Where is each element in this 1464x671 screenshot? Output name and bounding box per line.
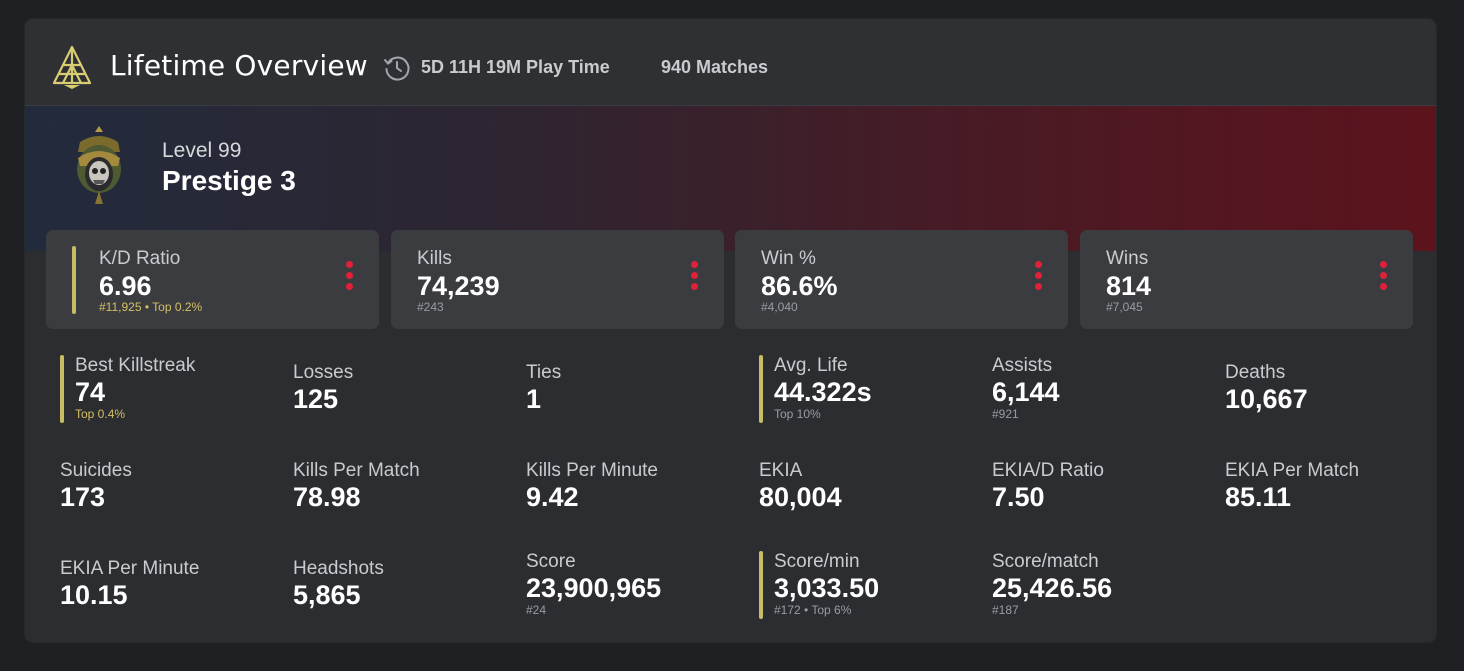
stat-value: 814 — [1106, 271, 1152, 301]
highlight-bar — [60, 355, 64, 423]
stat-value: 125 — [293, 384, 339, 414]
stat-rank: #172 • Top 6% — [774, 603, 852, 617]
prestige-emblem-icon — [77, 126, 121, 204]
matches-label: 940 Matches — [661, 57, 769, 77]
stat-label: Assists — [992, 355, 1053, 376]
stat-label: Deaths — [1225, 362, 1286, 383]
wins-tile: Wins 814 #7,045 — [1080, 230, 1413, 329]
overview-header: Lifetime Overview 5D 11H 19M Play Time 9… — [25, 19, 1436, 106]
win-percent-tile: Win % 86.6% #4,040 — [735, 230, 1068, 329]
page-title: Lifetime Overview — [110, 49, 368, 82]
stat-rank: #187 — [992, 603, 1019, 617]
stat-label: EKIA — [759, 460, 803, 481]
highlight-bar — [72, 246, 76, 314]
highlight-bar — [759, 355, 763, 423]
stat-value: 1 — [526, 384, 542, 414]
stat-rank: Top 0.4% — [75, 407, 126, 421]
stat-label: Losses — [293, 362, 354, 383]
stat-value: 74,239 — [417, 271, 500, 301]
highlight-bar — [759, 551, 763, 619]
stat-deaths: Deaths 10,667 — [1225, 362, 1436, 432]
stat-avg-life: Avg. Life 44.322s Top 10% — [759, 355, 979, 425]
stat-assists: Assists 6,144 #921 — [992, 355, 1212, 425]
stat-score: Score 23,900,965 #24 — [526, 551, 746, 621]
stat-label: Score/match — [992, 551, 1099, 572]
stat-rank: #7,045 — [1106, 300, 1143, 314]
stat-value: 7.50 — [992, 482, 1045, 512]
stat-rank: #24 — [526, 603, 547, 617]
stat-label: K/D Ratio — [99, 248, 181, 269]
stat-label: Headshots — [293, 558, 384, 579]
stat-label: Wins — [1106, 248, 1149, 269]
stat-best-killstreak: Best Killstreak 74 Top 0.4% — [60, 355, 280, 425]
stat-label: EKIA/D Ratio — [992, 460, 1104, 481]
stat-rank: #243 — [417, 300, 444, 314]
more-options-icon[interactable] — [1380, 261, 1388, 297]
stat-ekia-per-match: EKIA Per Match 85.11 — [1225, 460, 1436, 530]
stat-rank: #921 — [992, 407, 1019, 421]
stat-label: Win % — [761, 248, 816, 269]
more-options-icon[interactable] — [1035, 261, 1043, 297]
stat-value: 25,426.56 — [992, 573, 1113, 603]
stat-ekia-per-minute: EKIA Per Minute 10.15 — [60, 558, 280, 628]
stat-label: Kills — [417, 248, 452, 269]
stat-label: Kills Per Match — [293, 460, 420, 481]
stat-ekia: EKIA 80,004 — [759, 460, 979, 530]
stat-label: Suicides — [60, 460, 132, 481]
stat-value: 6,144 — [992, 377, 1060, 407]
prestige-rank: Prestige 3 — [162, 165, 296, 196]
stat-value: 86.6% — [761, 271, 838, 301]
stat-label: Best Killstreak — [75, 355, 196, 376]
stat-value: 6.96 — [99, 271, 152, 301]
stat-score-per-match: Score/match 25,426.56 #187 — [992, 551, 1212, 621]
stat-ekia-d-ratio: EKIA/D Ratio 7.50 — [992, 460, 1212, 530]
lifetime-overview-card: Lifetime Overview 5D 11H 19M Play Time 9… — [25, 19, 1436, 642]
stat-kills-per-minute: Kills Per Minute 9.42 — [526, 460, 746, 530]
stat-value: 10,667 — [1225, 384, 1308, 414]
stat-label: Score — [526, 551, 576, 572]
playtime-label: 5D 11H 19M Play Time — [421, 57, 610, 77]
stat-label: EKIA Per Match — [1225, 460, 1360, 481]
stat-label: Ties — [526, 362, 562, 383]
more-options-icon[interactable] — [346, 261, 354, 297]
stat-value: 9.42 — [526, 482, 579, 512]
more-options-icon[interactable] — [691, 261, 699, 297]
stat-label: Avg. Life — [774, 355, 848, 376]
stat-value: 5,865 — [293, 580, 361, 610]
stat-value: 10.15 — [60, 580, 128, 610]
stat-suicides: Suicides 173 — [60, 460, 280, 530]
stat-kills-per-match: Kills Per Match 78.98 — [293, 460, 513, 530]
rank-banner: Level 99 Prestige 3 — [25, 106, 1436, 251]
stat-label: Score/min — [774, 551, 860, 572]
stat-rank: #11,925 • Top 0.2% — [99, 300, 203, 314]
stat-value: 173 — [60, 482, 106, 512]
stat-value: 80,004 — [759, 482, 842, 512]
player-level: Level 99 — [162, 139, 242, 162]
stat-value: 85.11 — [1225, 482, 1292, 512]
kd-ratio-tile: K/D Ratio 6.96 #11,925 • Top 0.2% — [46, 230, 379, 329]
stat-label: EKIA Per Minute — [60, 558, 200, 579]
stat-value: 78.98 — [293, 482, 361, 512]
kills-tile: Kills 74,239 #243 — [391, 230, 724, 329]
stat-value: 44.322s — [774, 377, 872, 407]
pyramid-logo-icon — [52, 45, 92, 89]
clock-history-icon — [384, 56, 410, 81]
stat-rank: #4,040 — [761, 300, 798, 314]
stat-value: 74 — [75, 377, 106, 407]
stat-score-per-min: Score/min 3,033.50 #172 • Top 6% — [759, 551, 979, 621]
stat-ties: Ties 1 — [526, 362, 746, 432]
stat-value: 3,033.50 — [774, 573, 880, 603]
stat-label: Kills Per Minute — [526, 460, 658, 481]
stat-rank: Top 10% — [774, 407, 821, 421]
stat-losses: Losses 125 — [293, 362, 513, 432]
stat-headshots: Headshots 5,865 — [293, 558, 513, 628]
stat-value: 23,900,965 — [526, 573, 662, 603]
